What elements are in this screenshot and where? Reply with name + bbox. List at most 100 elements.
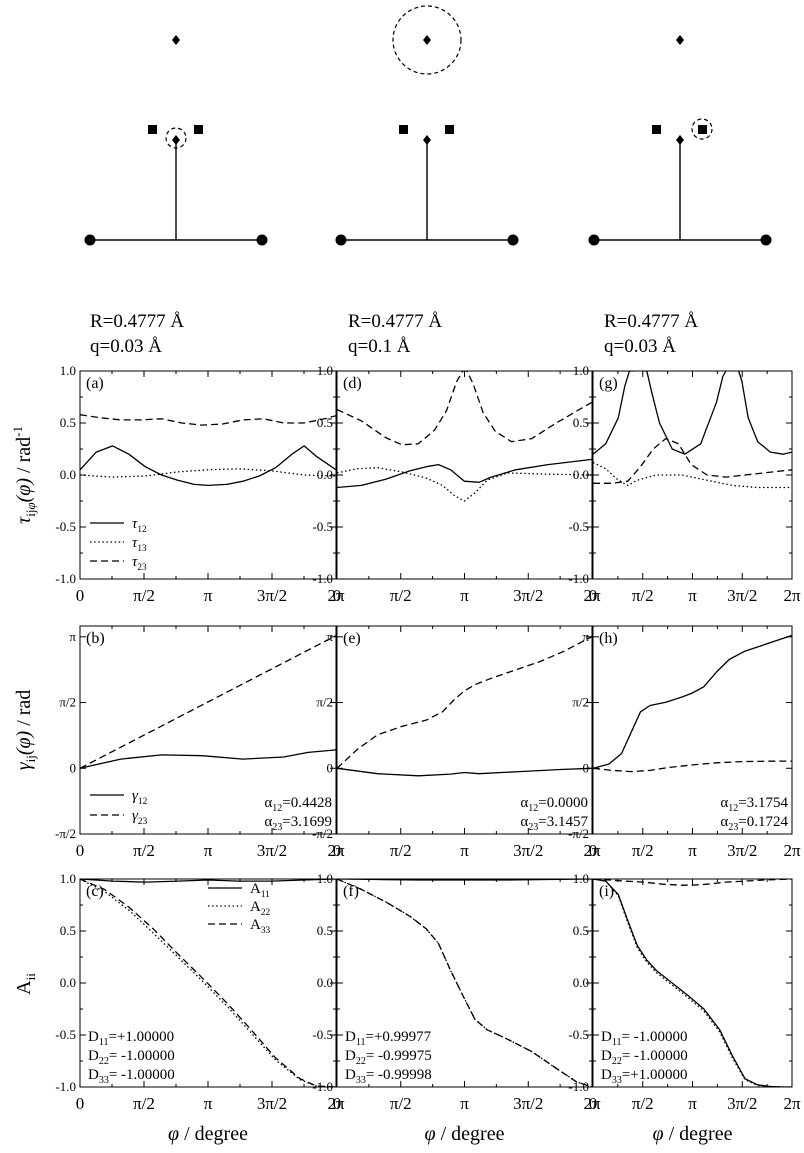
legend-label: τ23 bbox=[132, 554, 147, 573]
x-tick-label: 0 bbox=[589, 586, 598, 605]
legend-label: A11 bbox=[250, 881, 270, 900]
x-tick-label: 2π bbox=[327, 586, 345, 605]
annotation-text: D33=+1.00000 bbox=[601, 1067, 688, 1086]
x-tick-label: 3π/2 bbox=[257, 841, 287, 860]
y-tick-label: π/2 bbox=[572, 695, 589, 710]
series-line-τ12 bbox=[337, 458, 592, 489]
y-tick-label: 0.0 bbox=[60, 975, 76, 990]
schematic-3: R=0.4777 Å q=0.03 Å bbox=[588, 35, 772, 357]
legend-label: γ12 bbox=[132, 788, 148, 807]
left-square bbox=[399, 125, 408, 134]
series-line-γ12 bbox=[593, 634, 792, 769]
x-tick-label: π/2 bbox=[390, 586, 412, 605]
y-tick-label: -1.0 bbox=[55, 571, 76, 586]
y-tick-label: -0.5 bbox=[55, 519, 76, 534]
panel-frame bbox=[79, 370, 337, 580]
y-tick-label: 0.5 bbox=[317, 415, 333, 430]
x-tick-label: 3π/2 bbox=[513, 1094, 543, 1113]
series-line-A11 bbox=[337, 879, 592, 881]
annotation-text: D22= -1.00000 bbox=[88, 1048, 175, 1067]
x-tick-label: 0 bbox=[589, 841, 598, 860]
top-diamond bbox=[423, 35, 431, 45]
y-tick-label: -0.5 bbox=[312, 519, 333, 534]
x-tick-label: 2π bbox=[783, 1094, 801, 1113]
panel-label: (a) bbox=[86, 375, 104, 392]
y-tick-label: 0 bbox=[583, 760, 590, 775]
left-square bbox=[148, 125, 157, 134]
y-tick-label: 0.0 bbox=[317, 467, 333, 482]
series-line-τ13 bbox=[80, 468, 336, 478]
y-tick-label: π/2 bbox=[59, 695, 76, 710]
y-tick-label: -1.0 bbox=[312, 1079, 333, 1094]
x-tick-label: π bbox=[204, 1094, 213, 1113]
x-axis-label: φ / degree bbox=[653, 1123, 733, 1145]
x-tick-label: π/2 bbox=[632, 1094, 654, 1113]
series-line-τ12 bbox=[593, 371, 635, 455]
q-label: q=0.03 Å bbox=[90, 336, 162, 357]
x-tick-label: 2π bbox=[783, 841, 801, 860]
y-tick-label: π bbox=[326, 629, 333, 644]
y-tick-label: 0.0 bbox=[317, 975, 333, 990]
panel-label: (f) bbox=[343, 883, 359, 900]
panel-label: (g) bbox=[599, 375, 618, 392]
series-group bbox=[593, 371, 792, 489]
panel-f: 0 π/2 π 3π/2 2π 1.0 0.5 0.0 -0.5 -1.0 (f) D11=+0.99… bbox=[312, 871, 601, 1113]
series-line-A11 bbox=[80, 879, 336, 883]
panel-i: 0 π/2 π 3π/2 2π 1.0 0.5 0.0 -0.5 -1.0 (i) D11= -1.0… bbox=[568, 871, 801, 1113]
ylabel-row2: γij(φ) / rad bbox=[13, 690, 38, 771]
legend-label: A33 bbox=[250, 917, 270, 936]
annotation-text: α23=0.1724 bbox=[720, 814, 788, 833]
annotation-text: α23=3.1699 bbox=[264, 814, 332, 833]
x-tick-label: 0 bbox=[333, 586, 342, 605]
series-line-A22 bbox=[80, 879, 336, 1087]
y-tick-label: -1.0 bbox=[55, 1079, 76, 1094]
panel-h: 0 π/2 π 3π/2 2πππ/20-π/2(h)α12=3.1754α23=0.1… bbox=[568, 625, 801, 860]
x-tick-label: 2π bbox=[583, 841, 601, 860]
x-tick-label: π bbox=[688, 586, 697, 605]
panel-g: 0 π/2 π 3π/2 2π 1.0 0.5 0.0 -0.5 -1.0 (g) bbox=[568, 363, 801, 605]
x-tick-label: 2π bbox=[783, 586, 801, 605]
x-tick-label: 2π bbox=[327, 841, 345, 860]
series-line-γ12 bbox=[80, 749, 336, 769]
r-label: R=0.4777 Å bbox=[604, 311, 698, 332]
panel-label: (d) bbox=[343, 375, 362, 392]
x-tick-label: 3π/2 bbox=[513, 841, 543, 860]
r-label: R=0.4777 Å bbox=[348, 311, 442, 332]
panel-frame bbox=[336, 370, 593, 580]
base-atom-right bbox=[507, 234, 519, 246]
x-tick-label: π/2 bbox=[632, 841, 654, 860]
x-tick-label: π/2 bbox=[133, 586, 155, 605]
series-line-τ23 bbox=[337, 371, 592, 446]
legend-label: γ23 bbox=[132, 808, 148, 827]
x-tick-label: 3π/2 bbox=[513, 586, 543, 605]
y-tick-label: 1.0 bbox=[317, 871, 333, 886]
series-line-τ23 bbox=[593, 437, 792, 484]
series-line-γ23 bbox=[593, 760, 792, 773]
series-group bbox=[80, 414, 336, 487]
series-group bbox=[80, 635, 336, 769]
x-tick-label: π/2 bbox=[632, 586, 654, 605]
ylabel-row3: Aii bbox=[13, 973, 38, 995]
panel-label: (h) bbox=[599, 630, 618, 647]
right-square bbox=[698, 125, 707, 134]
y-axis-label: γij(φ) / rad bbox=[13, 690, 38, 771]
panel-e: 0 π/2 π 3π/2 2πππ/20-π/2(e)α12=0.0000α23=3.1… bbox=[312, 625, 601, 860]
series-group bbox=[593, 634, 792, 773]
y-tick-label: 1.0 bbox=[317, 363, 333, 378]
r-label: R=0.4777 Å bbox=[90, 311, 184, 332]
y-tick-label: π/2 bbox=[316, 695, 333, 710]
schematic-1: R=0.4777 Å q=0.03 Å bbox=[84, 35, 268, 357]
annotation-text: α23=3.1457 bbox=[520, 814, 588, 833]
panel-label: (c) bbox=[86, 883, 104, 900]
series-line-γ12 bbox=[337, 767, 592, 777]
q-label: q=0.03 Å bbox=[604, 336, 676, 357]
y-tick-label: -1.0 bbox=[568, 1079, 589, 1094]
series-line-A33 bbox=[337, 879, 592, 1087]
y-tick-label: 0.5 bbox=[60, 923, 76, 938]
y-tick-label: -0.5 bbox=[568, 519, 589, 534]
y-tick-label: 1.0 bbox=[573, 871, 589, 886]
right-square bbox=[445, 125, 454, 134]
x-tick-label: 3π/2 bbox=[727, 1094, 757, 1113]
annotation-text: D33= -0.99998 bbox=[345, 1067, 432, 1086]
